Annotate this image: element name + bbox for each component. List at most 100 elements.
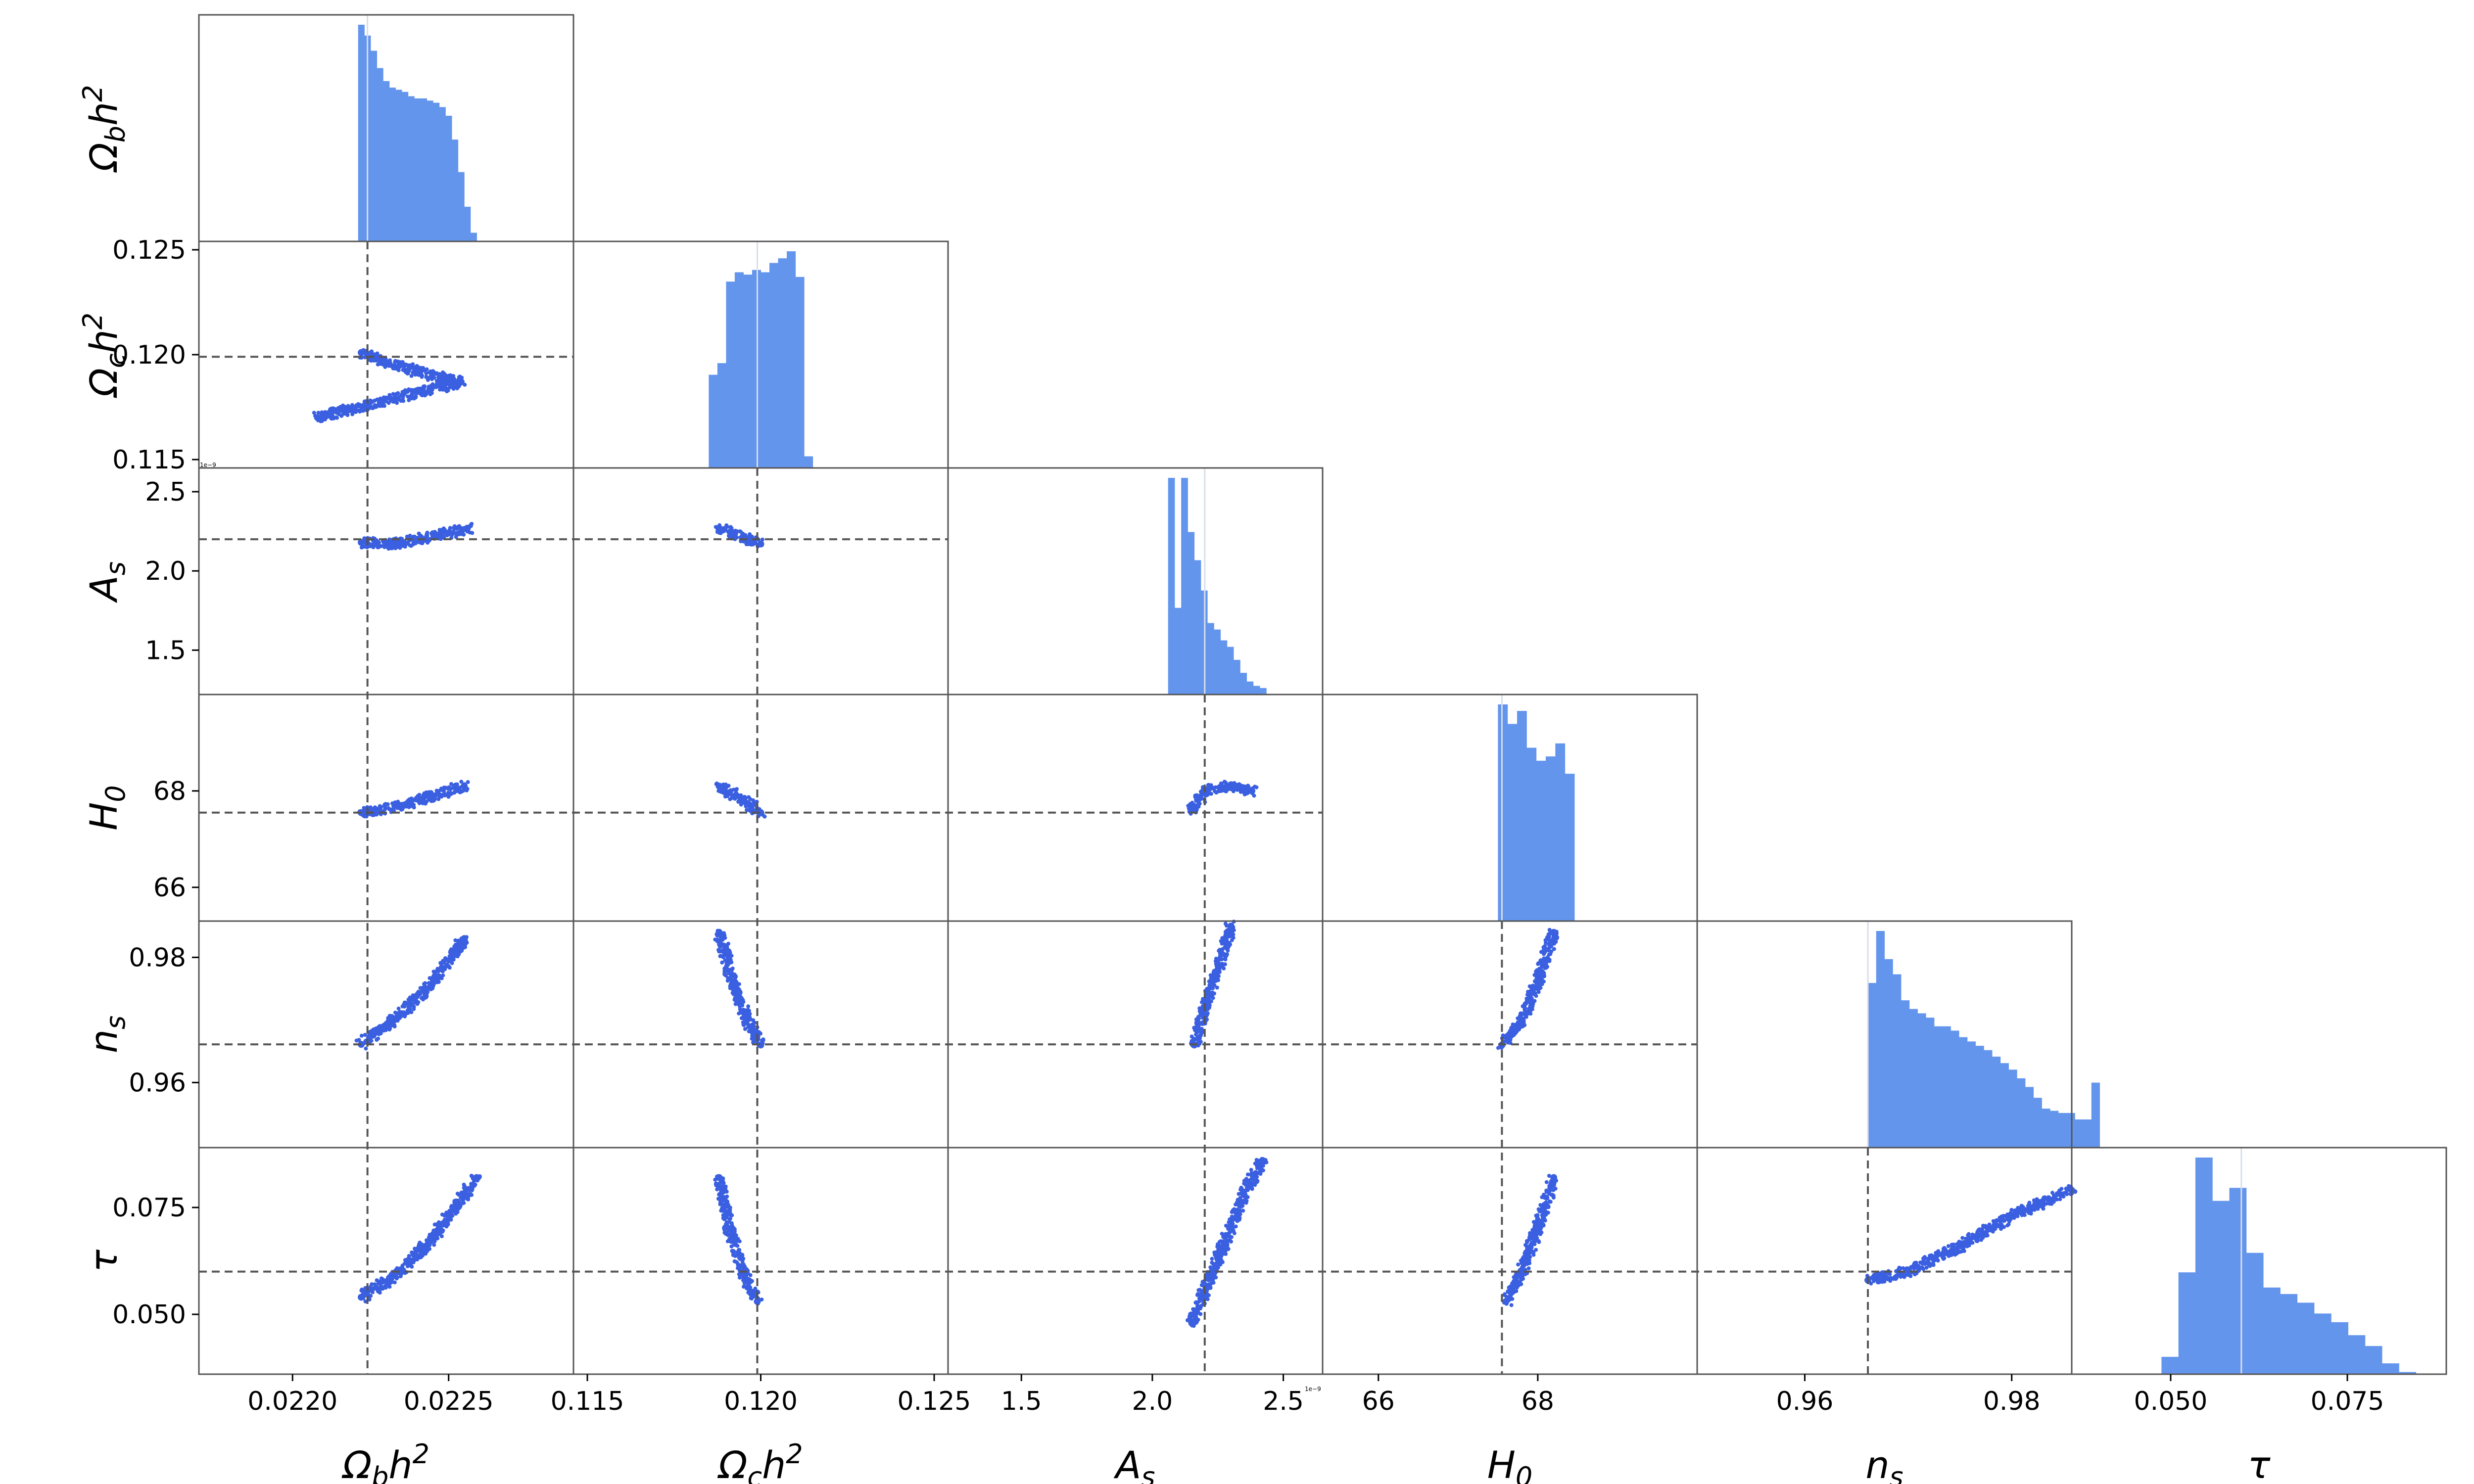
scatter-point (1527, 989, 1532, 994)
scatter-point (430, 986, 435, 990)
histogram-bar (717, 363, 726, 468)
scatter-point (459, 1202, 464, 1206)
scatter-point (1220, 941, 1224, 946)
scatter-point (1216, 1245, 1221, 1250)
scatter-panel-H_0-n_s (1496, 928, 1560, 1050)
scatter-point (409, 799, 414, 803)
scatter-point (737, 987, 741, 992)
scatter-point (458, 1205, 462, 1209)
scatter-point (1518, 1268, 1525, 1275)
scatter-point (378, 807, 382, 811)
scatter-point (442, 788, 446, 793)
scatter-point (412, 1007, 416, 1011)
scatter-point (726, 963, 730, 967)
scatter-point (439, 962, 443, 966)
histogram-bar (1259, 688, 1267, 695)
scatter-point (452, 1201, 457, 1205)
scatter-point (455, 1199, 460, 1204)
scatter-point (2042, 1203, 2046, 1207)
scatter-point (341, 403, 345, 408)
scatter-point (373, 539, 378, 543)
scatter-panel-A_s-tau (1185, 1157, 1269, 1328)
histogram-bar (709, 374, 718, 468)
scatter-point (1220, 1260, 1224, 1264)
scatter-point (757, 540, 764, 548)
scatter-point (460, 941, 465, 946)
scatter-point (1545, 965, 1549, 969)
scatter-point (1528, 1246, 1533, 1250)
scatter-point (1942, 1246, 1947, 1250)
scatter-point (722, 931, 726, 935)
scatter-point (1543, 938, 1548, 942)
scatter-point (754, 1298, 761, 1305)
scatter-point (726, 968, 730, 972)
scatter-point (1516, 1262, 1521, 1267)
scatter-point (406, 1001, 411, 1005)
scatter-point (1207, 979, 1211, 983)
scatter-point (1237, 1201, 1241, 1206)
scatter-point (461, 783, 468, 790)
histogram-bar (1536, 760, 1546, 921)
scatter-point (1931, 1258, 1935, 1262)
scatter-point (1227, 783, 1235, 790)
scatter-point (369, 401, 373, 405)
scatter-point (1531, 1220, 1536, 1224)
scatter-point (377, 540, 381, 545)
scatter-point (470, 1188, 474, 1193)
scatter-panel-omega_c-tau (713, 1174, 764, 1306)
histogram-bar (2229, 1188, 2247, 1374)
scatter-point (1897, 1265, 1902, 1270)
scatter-point (418, 986, 423, 990)
scatter-point (418, 1248, 422, 1252)
scatter-point (1210, 982, 1214, 986)
scatter-point (1226, 1225, 1230, 1229)
scatter-point (455, 1192, 460, 1196)
scatter-point (2021, 1209, 2025, 1213)
scatter-point (1208, 788, 1212, 792)
scatter-point (459, 780, 464, 784)
scatter-point (1502, 1292, 1507, 1297)
histogram-bar (2058, 1113, 2067, 1148)
scatter-point (413, 1252, 418, 1256)
scatter-point (399, 392, 404, 397)
scatter-point (1248, 787, 1256, 794)
scatter-point (1534, 1225, 1541, 1233)
scatter-point (1551, 1188, 1556, 1192)
scatter-point (738, 991, 742, 996)
histogram-bar (1188, 532, 1195, 695)
scatter-point (1207, 994, 1211, 998)
scatter-point (448, 956, 452, 960)
scatter-point (1526, 1254, 1531, 1259)
histogram-omega_b (358, 15, 477, 242)
scatter-point (1512, 1290, 1516, 1294)
scatter-point (1207, 1285, 1211, 1290)
histogram-H_0 (1498, 695, 1575, 921)
scatter-point (759, 1031, 762, 1036)
scatter-point (737, 1011, 741, 1016)
scatter-point (1219, 781, 1223, 786)
scatter-point (403, 541, 408, 545)
histogram-bar (1207, 623, 1214, 695)
scatter-point (382, 359, 390, 367)
scatter-point (1227, 923, 1235, 930)
scatter-point (395, 1266, 399, 1270)
scatter-point (1935, 1255, 1939, 1259)
scatter-point (1210, 990, 1215, 995)
scatter-point (1884, 1274, 1888, 1279)
scatter-point (1242, 788, 1247, 793)
scatter-point (1196, 1288, 1201, 1293)
scatter-point (1901, 1266, 1905, 1270)
scatter-point (1551, 938, 1556, 942)
scatter-point (751, 1040, 756, 1044)
scatter-point (1225, 952, 1229, 956)
scatter-point (395, 401, 399, 405)
scatter-point (725, 978, 730, 983)
histogram-bar (1253, 686, 1260, 695)
scatter-point (735, 535, 739, 540)
scatter-point (449, 953, 453, 957)
scatter-point (1249, 1173, 1254, 1178)
scatter-point (375, 397, 380, 402)
scatter-point (357, 1038, 361, 1042)
histogram-bar (370, 50, 378, 241)
scatter-point (1541, 1209, 1545, 1214)
